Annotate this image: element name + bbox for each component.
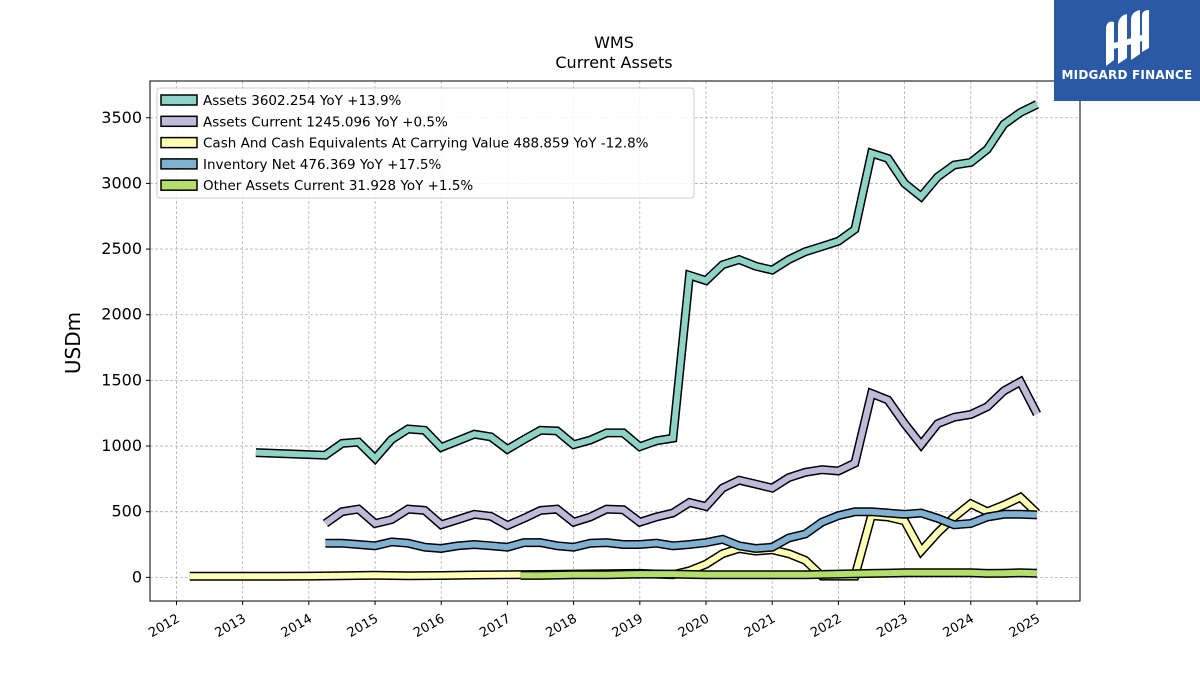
x-tick-label: 2012 bbox=[146, 611, 182, 641]
x-tick-label: 2020 bbox=[676, 611, 712, 641]
legend-swatch bbox=[160, 115, 198, 128]
series-line bbox=[255, 101, 1039, 463]
legend-entry: Cash And Cash Equivalents At Carrying Va… bbox=[203, 136, 649, 152]
brand-name: MIDGARD FINANCE bbox=[1061, 68, 1193, 82]
x-tick-label: 2018 bbox=[543, 611, 579, 641]
y-tick-label: 1000 bbox=[101, 436, 142, 455]
legend-swatch bbox=[160, 94, 198, 106]
series-outline bbox=[322, 375, 1041, 531]
y-tick-label: 1500 bbox=[101, 370, 142, 389]
series-line bbox=[520, 569, 1038, 579]
x-tick-label: 2025 bbox=[1007, 611, 1043, 641]
legend-swatch bbox=[160, 179, 198, 191]
plot-frame bbox=[149, 80, 1081, 602]
x-tick-label: 2013 bbox=[213, 611, 249, 641]
x-tick-label: 2022 bbox=[808, 611, 844, 641]
x-tick-label: 2021 bbox=[742, 611, 778, 641]
legend-entry: Assets 3602.254 YoY +13.9% bbox=[203, 93, 402, 109]
x-tick-label: 2016 bbox=[411, 611, 447, 641]
series-assets bbox=[255, 100, 1039, 466]
legend-box bbox=[156, 87, 695, 199]
x-tick-label: 2017 bbox=[477, 611, 513, 641]
x-tick-label: 2019 bbox=[610, 611, 646, 641]
series-other-assets-current bbox=[520, 568, 1038, 580]
y-tick-label: 3000 bbox=[101, 173, 142, 192]
y-tick-label: 500 bbox=[111, 502, 142, 521]
chart-subtitle: Current Assets bbox=[555, 53, 672, 72]
y-tick-label: 2500 bbox=[101, 239, 142, 258]
series-assets-current bbox=[322, 375, 1041, 531]
series-inventory-net bbox=[325, 507, 1038, 554]
legend-swatch bbox=[160, 158, 198, 170]
legend-entry: Other Assets Current 31.928 YoY +1.5% bbox=[203, 178, 473, 194]
legend-entry: Assets Current 1245.096 YoY +0.5% bbox=[203, 114, 448, 130]
y-tick-label: 3500 bbox=[101, 108, 142, 127]
legend-swatch bbox=[160, 136, 198, 149]
series-lines bbox=[189, 100, 1041, 581]
series-line bbox=[325, 508, 1038, 552]
x-tick-label: 2023 bbox=[874, 611, 910, 641]
series-line bbox=[323, 377, 1040, 529]
legend: Assets 3602.254 YoY +13.9% Assets Current… bbox=[156, 87, 695, 199]
brand-logo: MIDGARD FINANCE bbox=[1054, 0, 1200, 101]
y-axis-label: USDm bbox=[61, 312, 85, 374]
midgard-m-logo-icon bbox=[1106, 10, 1149, 66]
legend-entry: Inventory Net 476.369 YoY +17.5% bbox=[203, 157, 441, 173]
x-tick-label: 2024 bbox=[941, 611, 977, 641]
chart-title: WMS bbox=[594, 33, 634, 52]
y-tick-label: 2000 bbox=[101, 305, 142, 324]
x-tick-label: 2014 bbox=[279, 611, 315, 641]
y-tick-label: 0 bbox=[132, 567, 142, 586]
x-tick-label: 2015 bbox=[345, 611, 381, 641]
